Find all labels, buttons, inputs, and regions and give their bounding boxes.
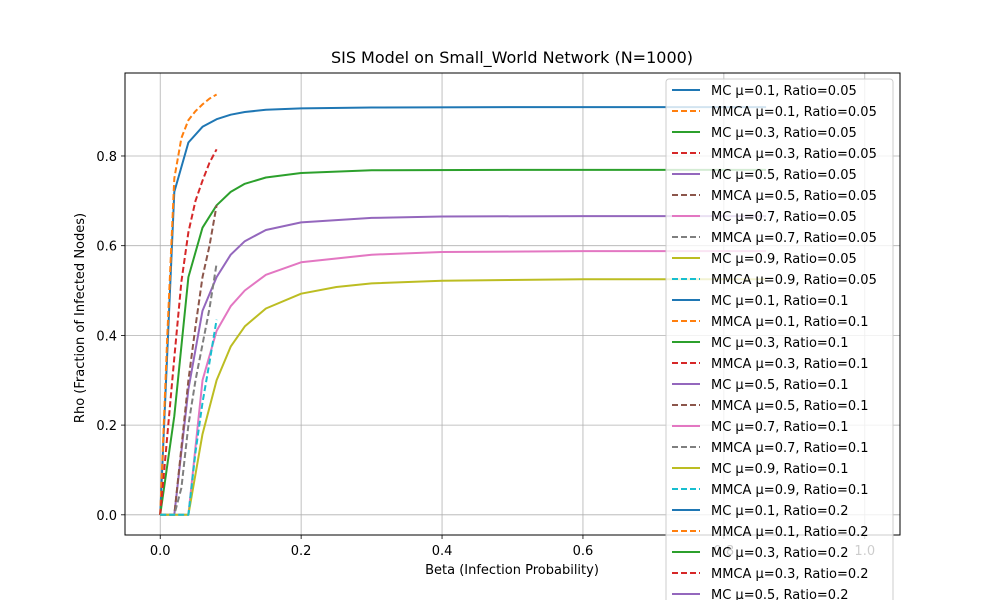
x-tick-label: 0.0: [150, 544, 171, 559]
legend-label: MC μ=0.9, Ratio=0.05: [711, 252, 857, 267]
legend-label: MMCA μ=0.3, Ratio=0.05: [711, 147, 877, 162]
legend-label: MC μ=0.5, Ratio=0.05: [711, 168, 857, 183]
legend-label: MMCA μ=0.7, Ratio=0.05: [711, 231, 877, 246]
legend-label: MMCA μ=0.3, Ratio=0.1: [711, 357, 869, 372]
legend-label: MC μ=0.1, Ratio=0.1: [711, 294, 848, 309]
legend-label: MMCA μ=0.9, Ratio=0.05: [711, 273, 877, 288]
y-tick-label: 0.2: [96, 419, 117, 434]
legend-label: MMCA μ=0.1, Ratio=0.05: [711, 105, 877, 120]
legend-label: MC μ=0.3, Ratio=0.1: [711, 336, 848, 351]
legend-label: MC μ=0.7, Ratio=0.1: [711, 420, 848, 435]
legend-label: MMCA μ=0.5, Ratio=0.05: [711, 189, 877, 204]
legend-label: MMCA μ=0.1, Ratio=0.1: [711, 315, 869, 330]
series-line: [160, 263, 218, 516]
legend-label: MC μ=0.7, Ratio=0.05: [711, 210, 857, 225]
legend-label: MC μ=0.3, Ratio=0.05: [711, 126, 857, 141]
y-tick-label: 0.0: [96, 509, 117, 524]
legend-label: MMCA μ=0.5, Ratio=0.1: [711, 399, 869, 414]
legend-label: MMCA μ=0.9, Ratio=0.1: [711, 483, 869, 498]
chart-title: SIS Model on Small_World Network (N=1000…: [331, 48, 693, 68]
series-line: [159, 148, 218, 515]
legend-label: MC μ=0.5, Ratio=0.1: [711, 378, 848, 393]
series-line: [159, 106, 767, 515]
series-line: [160, 205, 218, 516]
legend-label: MC μ=0.9, Ratio=0.1: [711, 462, 848, 477]
legend-label: MC μ=0.1, Ratio=0.2: [711, 504, 848, 519]
x-tick-label: 0.6: [573, 544, 594, 559]
y-tick-label: 0.6: [96, 240, 117, 255]
legend-label: MMCA μ=0.7, Ratio=0.1: [711, 441, 869, 456]
legend-label: MC μ=0.3, Ratio=0.2: [711, 546, 848, 561]
x-tick-label: 0.4: [432, 544, 453, 559]
legend-box: [665, 78, 894, 600]
legend: MC μ=0.1, Ratio=0.05 MMCA μ=0.1, Ratio=0.…: [665, 78, 894, 600]
data-curves: [159, 93, 767, 516]
series-line: [159, 93, 218, 515]
y-tick-label: 0.4: [96, 329, 117, 344]
x-axis-label: Beta (Infection Probability): [425, 563, 599, 578]
x-tick-label: 0.2: [291, 544, 312, 559]
series-line: [160, 319, 218, 516]
legend-label: MC μ=0.5, Ratio=0.2: [711, 588, 848, 600]
y-axis-label: Rho (Fraction of Infected Nodes): [73, 213, 88, 423]
plot-area-frame: [124, 72, 901, 536]
legend-label: MMCA μ=0.3, Ratio=0.2: [711, 567, 869, 582]
y-tick-label: 0.8: [96, 150, 117, 165]
legend-label: MC μ=0.1, Ratio=0.05: [711, 84, 857, 99]
legend-label: MMCA μ=0.1, Ratio=0.2: [711, 525, 869, 540]
series-line: [159, 168, 767, 515]
